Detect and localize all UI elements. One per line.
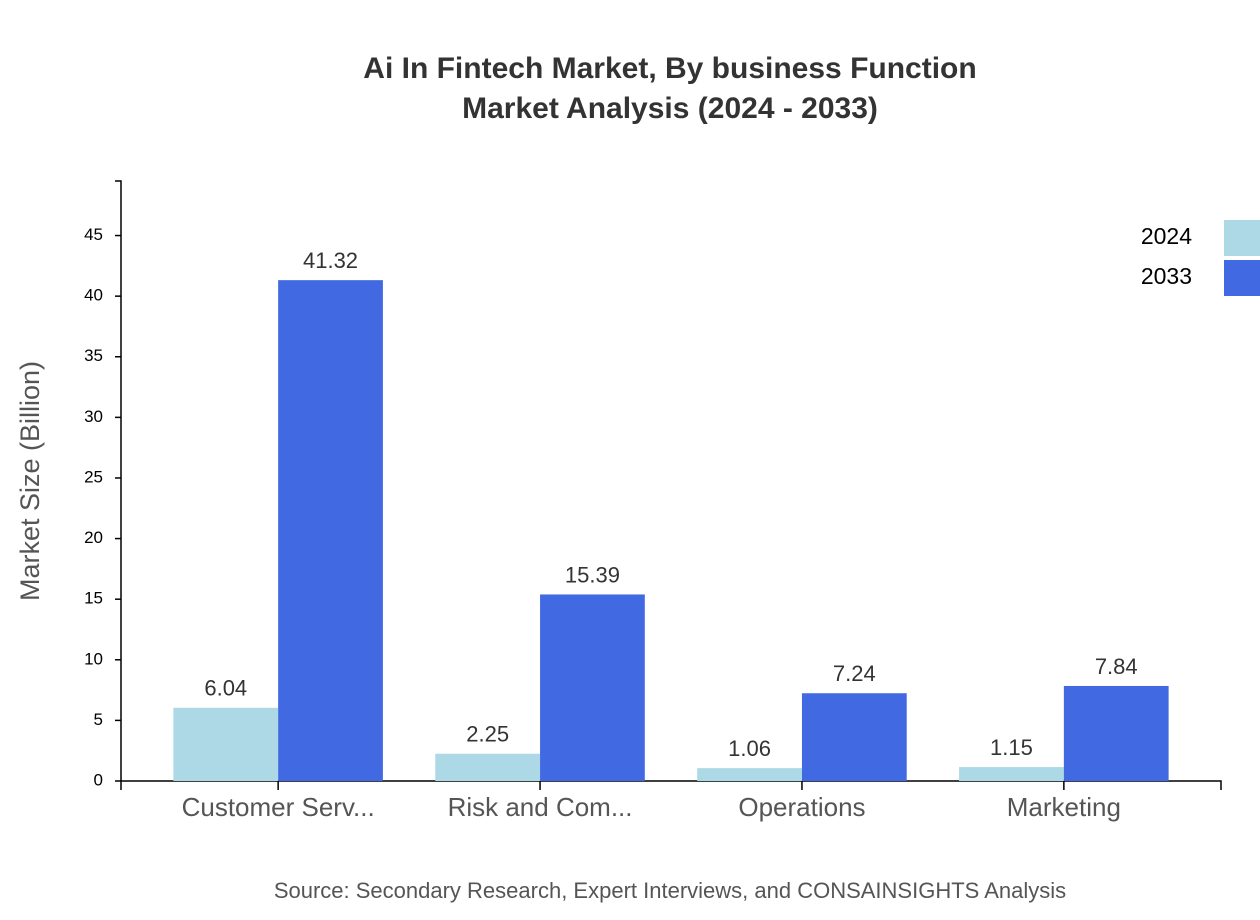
y-tick-label: 30 (84, 407, 103, 426)
value-label: 15.39 (565, 562, 620, 587)
y-axis (115, 180, 122, 781)
y-tick-label: 25 (84, 467, 103, 486)
bar (697, 768, 802, 781)
y-tick-label: 5 (94, 710, 103, 729)
bar (959, 767, 1064, 781)
chart-title: Ai In Fintech Market, By business Functi… (363, 52, 976, 85)
value-label: 1.15 (990, 735, 1033, 760)
y-axis-label: Market Size (Billion) (15, 361, 45, 601)
y-tick-label: 40 (84, 286, 103, 305)
value-label: 6.04 (204, 676, 247, 701)
y-tick-label: 35 (84, 346, 103, 365)
chart-subtitle: Market Analysis (2024 - 2033) (462, 92, 878, 125)
legend-label: 2024 (1141, 223, 1192, 249)
value-label: 41.32 (303, 248, 358, 273)
source-note: Source: Secondary Research, Expert Inter… (274, 878, 1066, 903)
value-label: 7.24 (833, 661, 876, 686)
x-tick-label: Customer Serv... (182, 792, 375, 822)
y-tick-label: 15 (84, 589, 103, 608)
y-tick-label: 10 (84, 649, 103, 668)
x-tick-label: Operations (738, 792, 865, 822)
legend-swatch (1224, 260, 1260, 296)
value-label: 1.06 (728, 736, 771, 761)
x-tick-label: Marketing (1007, 792, 1121, 822)
y-tick-label: 45 (84, 225, 103, 244)
bar (278, 280, 383, 781)
x-tick-label: Risk and Com... (448, 792, 633, 822)
bar (1063, 685, 1169, 781)
value-label: 2.25 (466, 722, 509, 747)
legend-label: 2033 (1141, 263, 1192, 289)
bar (173, 707, 279, 781)
legend-swatch (1224, 220, 1260, 256)
y-tick-label: 0 (94, 770, 103, 789)
value-label: 7.84 (1095, 654, 1138, 679)
bar (435, 753, 541, 781)
bar (540, 594, 645, 781)
y-tick-label: 20 (84, 528, 103, 547)
x-axis (120, 780, 1222, 790)
bar (801, 693, 907, 781)
